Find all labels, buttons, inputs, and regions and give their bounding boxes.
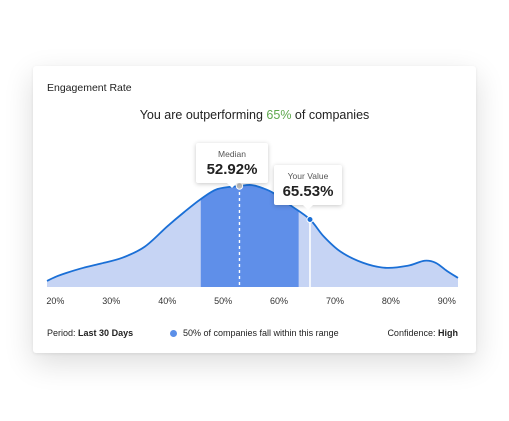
- x-tick-label: 50%: [214, 296, 233, 306]
- engagement-rate-card: Engagement Rate You are outperforming 65…: [33, 66, 476, 353]
- median-tooltip-value: 52.92%: [206, 161, 258, 178]
- x-tick-label: 80%: [381, 296, 400, 306]
- headline-prefix: You are outperforming: [139, 108, 267, 122]
- median-tooltip-label: Median: [218, 149, 246, 159]
- distribution-chart: [46, 182, 459, 287]
- confidence-info: Confidence: High: [387, 328, 458, 338]
- median-tooltip-arrow: [227, 183, 237, 188]
- your-value-tooltip-label: Your Value: [287, 171, 329, 181]
- x-tick-label: 70%: [325, 296, 344, 306]
- x-tick-label: 20%: [46, 296, 65, 306]
- x-tick-label: 40%: [158, 296, 177, 306]
- period-info: Period: Last 30 Days: [47, 328, 133, 338]
- your-value-tooltip-arrow: [303, 205, 313, 210]
- period-label: Period:: [47, 328, 76, 338]
- legend-dot-icon: [170, 330, 177, 337]
- headline-percent: 65%: [266, 108, 292, 122]
- legend-text: 50% of companies fall within this range: [183, 328, 339, 338]
- median-marker: [235, 182, 244, 190]
- headline-suffix: of companies: [291, 108, 370, 122]
- confidence-label: Confidence:: [387, 328, 436, 338]
- headline: You are outperforming 65% of companies: [33, 108, 476, 122]
- your-value-tooltip: Your Value 65.53%: [274, 165, 342, 210]
- range-legend: 50% of companies fall within this range: [170, 328, 339, 338]
- confidence-value: High: [438, 328, 458, 338]
- card-title: Engagement Rate: [47, 82, 132, 94]
- distribution-curve: [46, 184, 459, 282]
- median-tooltip: Median 52.92%: [196, 143, 268, 188]
- x-tick-label: 30%: [102, 296, 121, 306]
- period-value: Last 30 Days: [78, 328, 134, 338]
- your-value-marker: [306, 216, 314, 224]
- x-tick-label: 90%: [437, 296, 456, 306]
- x-tick-label: 60%: [270, 296, 289, 306]
- middle-50-range-area: [200, 184, 299, 287]
- your-value-tooltip-value: 65.53%: [282, 183, 334, 200]
